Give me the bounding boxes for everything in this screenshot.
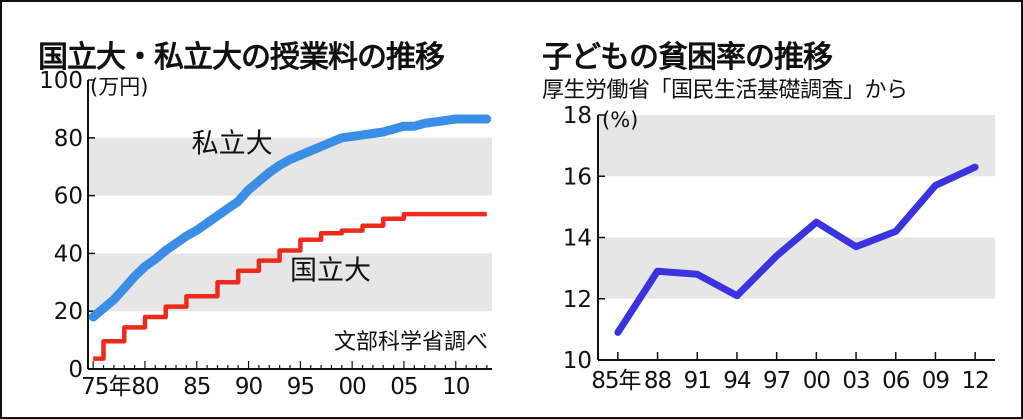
right-chart-subtitle: 厚生労働省「国民生活基礎調査」から	[542, 78, 908, 103]
x-tick-label: 09	[922, 368, 950, 394]
y-tick-label: 18	[563, 103, 592, 129]
x-tick-label: 95	[287, 374, 314, 400]
x-tick-label: 00	[339, 374, 367, 400]
unit-label: (%)	[602, 108, 638, 132]
x-tick-label: 75年	[81, 374, 130, 400]
grid-band	[598, 237, 995, 299]
unit-label: (万円)	[90, 75, 148, 99]
left-chart-title: 国立大・私立大の授業料の推移	[38, 40, 445, 75]
x-tick-label: 10	[442, 374, 470, 400]
y-tick-label: 16	[563, 164, 592, 190]
y-tick-label: 100	[39, 68, 83, 94]
series-line-national	[93, 211, 487, 361]
y-tick-label: 0	[68, 357, 83, 383]
x-tick-label: 91	[684, 368, 711, 394]
y-tick-label: 40	[54, 241, 83, 267]
x-tick-label: 05	[390, 374, 417, 400]
x-tick-label: 94	[723, 368, 751, 394]
grid-band	[88, 137, 492, 196]
y-tick-label: 80	[54, 126, 83, 152]
source-note: 文部科学省調べ	[334, 330, 488, 355]
series-label-private: 私立大	[192, 128, 273, 159]
x-tick-label: 88	[644, 368, 672, 394]
y-tick-label: 20	[54, 299, 83, 325]
y-tick-label: 10	[563, 348, 592, 374]
x-tick-label: 06	[882, 368, 910, 394]
series-label-national: 国立大	[290, 255, 371, 286]
x-tick-label: 85	[183, 374, 210, 400]
x-tick-label: 12	[962, 368, 989, 394]
series-line-poverty	[614, 163, 979, 336]
y-tick-label: 14	[563, 226, 592, 252]
right-chart-title: 子どもの貧困率の推移	[542, 40, 833, 75]
grid-band	[598, 115, 995, 177]
y-tick-label: 12	[563, 287, 592, 313]
x-tick-label: 85年	[591, 368, 640, 394]
series-line-private	[88, 114, 492, 322]
x-tick-label: 90	[235, 374, 263, 400]
y-tick-label: 60	[54, 184, 83, 210]
x-tick-label: 80	[131, 374, 159, 400]
x-tick-label: 97	[763, 368, 790, 394]
x-tick-label: 00	[803, 368, 831, 394]
x-tick-label: 03	[842, 368, 869, 394]
